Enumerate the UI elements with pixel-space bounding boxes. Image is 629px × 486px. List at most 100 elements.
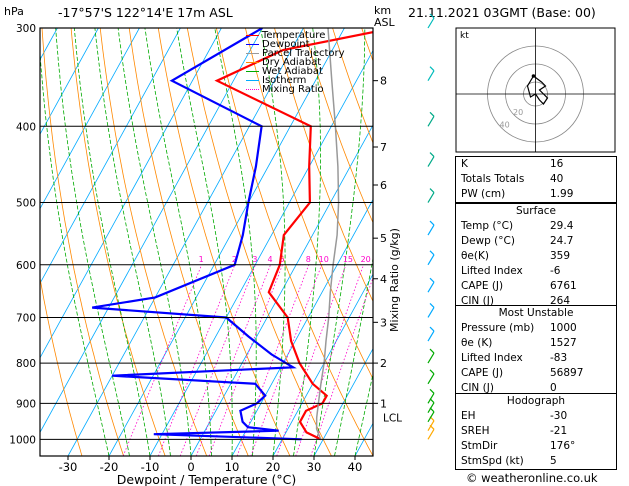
surface-row: θe(K) 359: [456, 249, 616, 264]
surface-label: θe(K): [461, 250, 489, 262]
mixing-ratio-label: 3: [252, 255, 257, 264]
location-title: -17°57'S 122°14'E 17m ASL: [58, 5, 233, 20]
hodo-label: SREH: [461, 425, 490, 437]
pressure-tick-label: 900: [16, 398, 36, 410]
wind-barb: [427, 429, 435, 440]
wet-adiabat-line: [293, 28, 321, 456]
km-tick-label: 6: [380, 179, 387, 192]
hodo-value: 176°: [550, 440, 576, 452]
isotherm-line: [40, 28, 181, 285]
surface-row: CAPE (J) 6761: [456, 279, 616, 294]
index-value: 1.99: [550, 188, 574, 200]
mu-label: Pressure (mb): [461, 322, 535, 334]
wind-barb: [427, 420, 435, 431]
surface-value: 24.7: [550, 235, 574, 247]
legend-label: Isotherm: [262, 75, 307, 86]
mixing-ratio-line: [179, 264, 256, 456]
legend-label: Parcel Trajectory: [262, 48, 345, 59]
x-tick-label: 0: [187, 460, 194, 474]
wind-barb-flag: [429, 303, 435, 308]
wind-barb: [427, 281, 435, 293]
legend-swatch: [246, 80, 259, 81]
hodo-row: StmDir 176°: [456, 439, 616, 454]
pressure-unit-label: hPa: [4, 5, 24, 18]
indices-table: K 16 Totals Totals 40 PW (cm) 1.99: [455, 156, 617, 203]
mu-value: 0: [550, 382, 557, 394]
legend-item: Wet Adiabat: [246, 66, 345, 77]
legend-swatch: [246, 44, 259, 45]
mu-value: 1527: [550, 337, 577, 349]
wet-adiabat-line: [260, 28, 286, 456]
hodo-value: 5: [550, 455, 557, 467]
index-row: PW (cm) 1.99: [456, 187, 616, 202]
km-tick-label: 7: [380, 141, 387, 154]
mixing-ratio-axis-title: Mixing Ratio (g/kg): [388, 228, 401, 332]
pressure-tick-label: 600: [16, 260, 36, 272]
isotherm-line: [108, 28, 345, 456]
surface-value: -6: [550, 265, 561, 277]
wind-barb: [427, 156, 435, 167]
mixing-ratio-line: [208, 264, 283, 456]
plot-frame: [39, 27, 374, 457]
km-tick-label: 2: [380, 357, 387, 370]
x-tick-label: -20: [100, 460, 119, 474]
mixing-ratio-line: [250, 264, 323, 456]
index-value: 40: [550, 173, 564, 185]
surface-label: CIN (J): [461, 295, 494, 307]
x-tick-label: -30: [59, 460, 78, 474]
km-label: km: [374, 4, 392, 17]
surface-label: Dewp (°C): [461, 235, 515, 247]
hodo-label: StmDir: [461, 440, 498, 452]
mixing-ratio-label: 5: [280, 255, 285, 264]
mixing-ratio-label: 10: [319, 255, 329, 264]
surface-label: Lifted Index: [461, 265, 523, 277]
mu-value: 56897: [550, 367, 584, 379]
wind-barb: [427, 192, 435, 203]
wet-adiabat-line: [73, 28, 151, 456]
hodograph-trace: [526, 75, 549, 105]
wind-barb: [427, 352, 435, 364]
wind-barb: [427, 70, 435, 81]
hodo-label: EH: [461, 410, 476, 422]
hodograph-ring-label: 20: [513, 108, 523, 117]
wet-adiabat-line: [117, 28, 192, 456]
mu-label: θe (K): [461, 337, 493, 349]
wind-barb: [427, 393, 435, 404]
pressure-tick-label: 300: [16, 23, 36, 35]
index-row: Totals Totals 40: [456, 172, 616, 187]
wet-adiabat-line: [214, 28, 257, 456]
wind-barb-flag: [429, 188, 435, 193]
mixing-ratio-line: [195, 264, 271, 456]
isotherm-line: [313, 347, 373, 456]
legend-item: Isotherm: [246, 75, 345, 86]
mixing-ratio-label: 4: [267, 255, 272, 264]
hodo-value: -30: [550, 410, 568, 422]
wind-barb: [427, 330, 435, 342]
dry-adiabat-line: [245, 28, 373, 380]
isotherm-line: [149, 49, 373, 456]
surface-row: Temp (°C) 29.4: [456, 219, 616, 234]
wind-barb: [427, 254, 435, 266]
surface-row: Lifted Index -6: [456, 264, 616, 279]
mixing-ratio-line: [158, 264, 236, 456]
series-dewpoint: [92, 28, 302, 441]
wind-barb-flag: [429, 369, 435, 375]
legend-item: Mixing Ratio: [246, 85, 345, 95]
surface-value: 6761: [550, 280, 577, 292]
surface-label: CAPE (J): [461, 280, 504, 292]
asl-label: ASL: [374, 16, 395, 29]
surface-title: Surface: [515, 205, 556, 217]
x-axis-title: Dewpoint / Temperature (°C): [117, 472, 296, 486]
km-tick-label: 5: [380, 232, 387, 245]
wind-barb: [427, 115, 435, 127]
mu-row: Pressure (mb) 1000: [456, 321, 616, 336]
km-tick-label: 1: [380, 397, 387, 410]
isotherm-line: [231, 198, 373, 456]
x-tick-label: 10: [225, 460, 240, 474]
legend-label: Wet Adiabat: [262, 66, 323, 77]
wind-barb-flag: [429, 250, 435, 256]
hodograph-unit-label: kt: [460, 31, 469, 41]
dry-adiabat-line: [303, 28, 373, 224]
dry-adiabat-line: [128, 28, 249, 456]
most-unstable-table: Most Unstable Pressure (mb) 1000 θe (K) 15…: [455, 305, 617, 397]
